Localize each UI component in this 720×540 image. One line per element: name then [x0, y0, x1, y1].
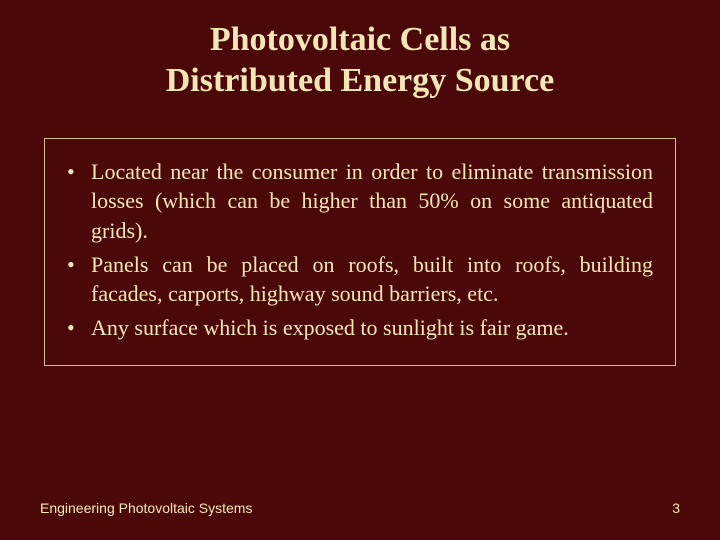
slide-footer: Engineering Photovoltaic Systems 3	[40, 500, 680, 516]
bullet-marker-icon: •	[67, 157, 91, 246]
bullet-item: • Panels can be placed on roofs, built i…	[67, 250, 653, 309]
content-box: • Located near the consumer in order to …	[44, 138, 676, 366]
bullet-item: • Located near the consumer in order to …	[67, 157, 653, 246]
title-line-1: Photovoltaic Cells as	[210, 21, 510, 58]
footer-text: Engineering Photovoltaic Systems	[40, 500, 252, 516]
slide-title: Photovoltaic Cells as Distributed Energy…	[40, 20, 680, 102]
bullet-text: Any surface which is exposed to sunlight…	[91, 313, 653, 343]
slide-container: Photovoltaic Cells as Distributed Energy…	[0, 0, 720, 540]
page-number: 3	[672, 500, 680, 516]
bullet-text: Located near the consumer in order to el…	[91, 157, 653, 246]
bullet-item: • Any surface which is exposed to sunlig…	[67, 313, 653, 343]
bullet-marker-icon: •	[67, 313, 91, 343]
bullet-marker-icon: •	[67, 250, 91, 309]
bullet-text: Panels can be placed on roofs, built int…	[91, 250, 653, 309]
title-line-2: Distributed Energy Source	[166, 62, 554, 99]
